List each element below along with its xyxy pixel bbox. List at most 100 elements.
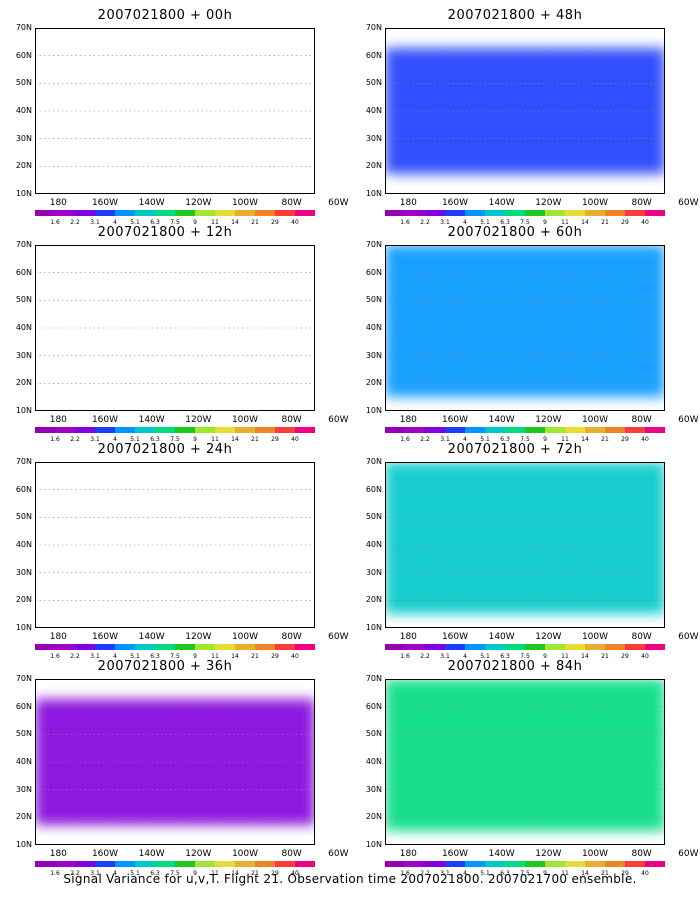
color-bar-swatch (215, 644, 235, 650)
color-bar-swatch (565, 427, 585, 433)
color-bar-swatch (255, 427, 275, 433)
color-bar-label: 2.2 (420, 870, 430, 877)
longitude-label: 80W (281, 632, 302, 642)
color-bar-label: 11 (561, 653, 569, 660)
longitude-label: 60W (328, 849, 349, 859)
color-bar-swatch (55, 861, 75, 867)
longitude-label: 180 (399, 632, 417, 642)
color-bar-label: 4 (463, 436, 467, 443)
color-bar-label: 1.6 (50, 436, 60, 443)
color-bar-label: 3.1 (440, 653, 450, 660)
color-bar-label: 9 (543, 653, 547, 660)
color-bar-swatch (195, 644, 215, 650)
color-bar-label: 14 (231, 436, 239, 443)
latitude-label: 60N (15, 484, 32, 494)
color-bar-swatch (585, 210, 605, 216)
color-bar-swatch (425, 644, 445, 650)
color-bar-label: 14 (231, 870, 239, 877)
latitude-label: 20N (365, 378, 382, 388)
color-bar-swatch (195, 861, 215, 867)
latitude-label: 50N (15, 78, 32, 88)
longitude-label: 160W (441, 632, 469, 642)
color-bar-swatch (565, 210, 585, 216)
color-bar-label: 1.6 (400, 436, 410, 443)
variance-map (385, 679, 665, 845)
longitude-label: 180 (399, 849, 417, 859)
longitude-label: 160W (91, 632, 119, 642)
color-bar-swatch (275, 861, 295, 867)
longitude-label: 120W (185, 198, 212, 208)
longitude-label: 80W (631, 198, 652, 208)
latitude-label: 50N (365, 78, 382, 88)
latitude-label: 40N (365, 540, 382, 549)
longitude-label: 180 (399, 415, 417, 425)
color-bar-swatch (275, 644, 295, 650)
color-bar-label: 5.1 (130, 219, 140, 226)
color-bar-swatch (255, 644, 275, 650)
latitude-label: 10N (365, 406, 382, 415)
color-bar-swatch (385, 210, 405, 216)
latitude-label: 70N (15, 240, 32, 249)
longitude-label: 100W (581, 415, 609, 425)
color-bar-label: 4 (463, 219, 467, 226)
panel-title: 2007021800 + 36h (97, 659, 233, 674)
color-bar (385, 644, 665, 650)
latitude-label: 50N (15, 512, 32, 522)
panel-title: 2007021800 + 12h (97, 225, 233, 240)
color-bar-swatch (175, 644, 195, 650)
color-bar-label: 21 (251, 219, 259, 226)
color-bar-swatch (235, 210, 255, 216)
color-bar-label: 40 (291, 653, 299, 660)
latitude-label: 20N (15, 161, 32, 171)
color-bar-label: 11 (211, 436, 219, 443)
latitude-label: 20N (15, 378, 32, 388)
color-bar-label: 11 (211, 653, 219, 660)
color-bar-swatch (465, 861, 485, 867)
color-bar-swatch (505, 861, 525, 867)
color-bar-label: 9 (543, 436, 547, 443)
latitude-label: 20N (365, 812, 382, 822)
variance-map (385, 245, 665, 411)
latitude-label: 70N (15, 23, 32, 32)
latitude-label: 40N (15, 106, 32, 115)
color-bar-label: 29 (621, 653, 629, 660)
color-bar (35, 861, 315, 867)
color-bar-swatch (545, 861, 565, 867)
latitude-label: 60N (15, 701, 32, 711)
color-bar-label: 29 (271, 653, 279, 660)
latitude-label: 10N (365, 623, 382, 632)
latitude-label: 60N (15, 267, 32, 277)
color-bar-label: 9 (193, 219, 197, 226)
color-bar-swatch (115, 427, 135, 433)
color-bar-swatch (445, 427, 465, 433)
color-bar-label: 29 (621, 219, 629, 226)
latitude-label: 10N (15, 406, 32, 415)
color-bar-swatch (585, 861, 605, 867)
longitude-label: 60W (678, 632, 699, 642)
color-bar-label: 5.1 (130, 436, 140, 443)
color-bar-label: 14 (231, 653, 239, 660)
latitude-label: 10N (365, 189, 382, 198)
latitude-label: 20N (365, 161, 382, 171)
color-bar-swatch (275, 427, 295, 433)
latitude-label: 50N (15, 729, 32, 739)
color-bar-swatch (505, 210, 525, 216)
color-bar-label: 2.2 (70, 870, 80, 877)
color-bar-swatch (385, 427, 405, 433)
color-bar-label: 2.2 (70, 436, 80, 443)
latitude-label: 40N (15, 323, 32, 332)
longitude-label: 140W (488, 632, 515, 642)
color-bar-swatch (565, 861, 585, 867)
color-bar-swatch (295, 427, 315, 433)
longitude-label: 80W (631, 849, 652, 859)
color-bar-swatch (95, 210, 115, 216)
longitude-label: 80W (631, 415, 652, 425)
panel-title: 2007021800 + 84h (447, 659, 583, 674)
latitude-label: 40N (365, 323, 382, 332)
color-bar-swatch (645, 210, 665, 216)
color-bar-label: 3.1 (90, 653, 100, 660)
longitude-label: 140W (138, 632, 165, 642)
color-bar-label: 4 (113, 219, 117, 226)
longitude-label: 80W (281, 415, 302, 425)
longitude-label: 140W (138, 849, 165, 859)
